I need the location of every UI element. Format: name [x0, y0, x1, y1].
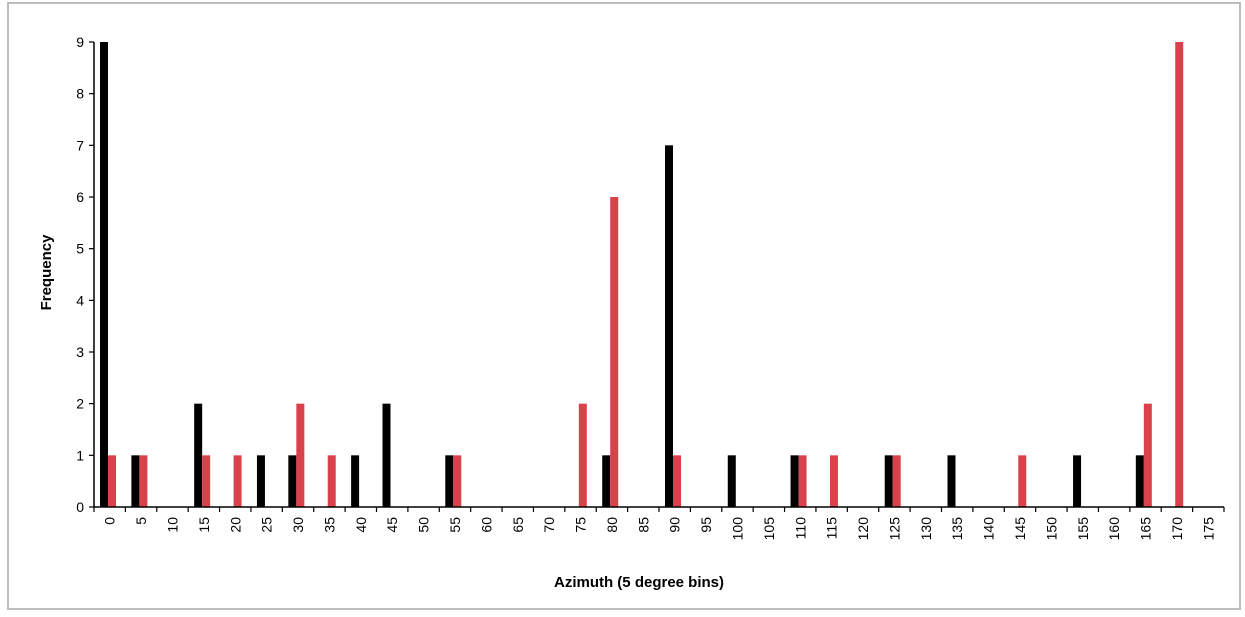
x-tick-label-80: 80 [604, 517, 620, 533]
bar-series-1-90 [665, 145, 673, 507]
bar-series-1-135 [947, 455, 956, 507]
bar-series-2-90 [673, 455, 681, 507]
x-tick-label-105: 105 [761, 517, 777, 541]
bar-series-2-165 [1143, 403, 1152, 507]
bar-series-2-75 [578, 403, 587, 507]
bar-series-2-55 [453, 455, 462, 507]
y-tick-label-8: 8 [76, 86, 84, 102]
bar-series-1-55 [445, 455, 454, 507]
x-axis-title: Azimuth (5 degree bins) [554, 574, 724, 591]
x-tick-label-95: 95 [698, 517, 714, 533]
x-tick-label-175: 175 [1200, 517, 1216, 541]
x-tick-label-35: 35 [321, 517, 337, 533]
x-tick-label-85: 85 [635, 517, 651, 533]
x-tick-label-45: 45 [384, 517, 400, 533]
bar-series-1-155 [1073, 455, 1082, 507]
bar-series-1-110 [790, 455, 799, 507]
x-tick-label-30: 30 [290, 517, 306, 533]
bar-series-1-165 [1135, 455, 1144, 507]
bar-series-2-35 [327, 455, 336, 507]
bar-series-2-115 [829, 455, 838, 507]
x-tick-label-165: 165 [1138, 517, 1154, 541]
bar-series-2-5 [139, 455, 148, 507]
x-tick-label-90: 90 [667, 517, 683, 533]
x-tick-label-75: 75 [573, 517, 589, 533]
bar-series-1-80 [602, 455, 611, 507]
bar-series-2-110 [798, 455, 807, 507]
x-tick-label-65: 65 [510, 517, 526, 533]
x-tick-label-170: 170 [1169, 517, 1185, 541]
x-tick-label-145: 145 [1012, 517, 1028, 541]
x-tick-label-10: 10 [164, 517, 180, 533]
bar-series-1-100 [727, 455, 736, 507]
y-tick-label-9: 9 [76, 34, 84, 50]
x-tick-label-160: 160 [1106, 517, 1122, 541]
x-tick-label-50: 50 [416, 517, 432, 533]
x-tick-label-120: 120 [855, 517, 871, 541]
chart-frame: 0 1 2 3 4 5 6 7 8 9 0 5 10 15 20 25 30 35 40 45 50 55 60 65 70 75… [7, 2, 1241, 610]
y-tick-label-6: 6 [76, 189, 84, 205]
bar-series-1-15 [194, 403, 203, 507]
bar-series-2-0 [108, 455, 116, 507]
bar-series-2-15 [202, 455, 211, 507]
x-tick-label-5: 5 [133, 517, 149, 525]
bar-series-2-80 [610, 197, 619, 507]
y-tick-label-5: 5 [76, 241, 84, 257]
bar-series-1-0 [100, 42, 108, 507]
x-tick-label-70: 70 [541, 517, 557, 533]
bar-series-1-125 [884, 455, 893, 507]
x-tick-label-115: 115 [824, 517, 840, 540]
x-tick-label-140: 140 [981, 517, 997, 541]
x-tick-label-130: 130 [918, 517, 934, 541]
y-tick-label-2: 2 [76, 396, 84, 412]
y-tick-label-1: 1 [76, 447, 84, 463]
y-tick-label-4: 4 [76, 292, 84, 308]
bar-series-1-25 [256, 455, 265, 507]
bar-series-1-45 [382, 403, 391, 507]
bar-series-2-125 [892, 455, 901, 507]
x-tick-label-40: 40 [353, 517, 369, 533]
y-tick-label-7: 7 [76, 137, 84, 153]
x-tick-label-25: 25 [259, 517, 275, 533]
x-tick-label-15: 15 [196, 517, 212, 533]
x-tick-label-100: 100 [729, 517, 745, 541]
x-tick-label-135: 135 [949, 517, 965, 541]
bar-series-2-20 [233, 455, 242, 507]
bar-series-1-40 [351, 455, 360, 507]
x-tick-label-110: 110 [792, 517, 808, 540]
bar-series-1-5 [131, 455, 140, 507]
x-tick-label-20: 20 [227, 517, 243, 533]
x-tick-label-55: 55 [447, 517, 463, 533]
y-tick-label-3: 3 [76, 344, 84, 360]
y-axis-title: Frequency [38, 234, 55, 311]
bars-layer [100, 42, 1184, 507]
x-tick-label-150: 150 [1043, 517, 1059, 541]
x-tick-label-0: 0 [102, 517, 118, 525]
x-tick-label-125: 125 [886, 517, 902, 541]
y-tick-label-0: 0 [76, 499, 84, 515]
axes-layer [89, 41, 1225, 512]
bar-series-1-30 [288, 455, 297, 507]
bar-series-2-145 [1018, 455, 1027, 507]
x-tick-label-60: 60 [478, 517, 494, 533]
bar-series-2-170 [1175, 42, 1184, 507]
x-tick-label-155: 155 [1075, 517, 1091, 541]
bar-series-2-30 [296, 403, 305, 507]
